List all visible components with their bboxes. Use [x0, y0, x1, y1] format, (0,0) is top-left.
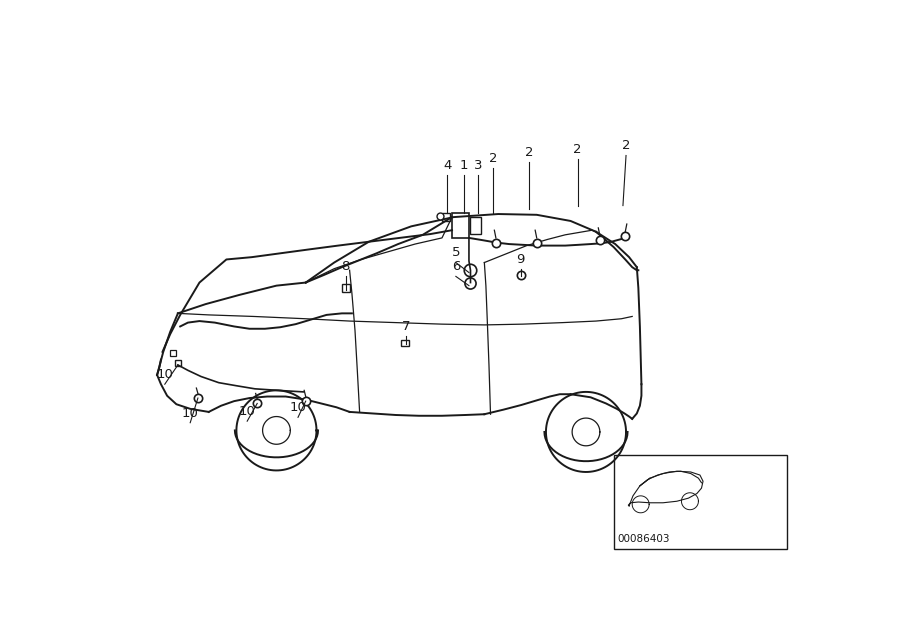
Text: 4: 4: [443, 159, 452, 171]
Text: 00086403: 00086403: [617, 535, 670, 544]
Bar: [614, 455, 787, 549]
Text: 2: 2: [573, 144, 581, 156]
Text: 1: 1: [459, 159, 468, 171]
Text: 2: 2: [622, 140, 630, 152]
Text: 6: 6: [452, 260, 460, 273]
Bar: [452, 213, 469, 238]
Text: 10: 10: [238, 405, 256, 418]
Text: 10: 10: [182, 406, 199, 420]
Bar: [342, 284, 349, 292]
Text: 8: 8: [342, 260, 350, 273]
Bar: [471, 217, 482, 234]
Text: 9: 9: [517, 253, 525, 265]
Text: 10: 10: [157, 368, 173, 381]
Bar: [170, 351, 176, 356]
Text: 10: 10: [290, 401, 306, 414]
Bar: [175, 359, 181, 366]
Text: 7: 7: [401, 321, 410, 333]
Bar: [442, 213, 450, 221]
Text: 2: 2: [489, 152, 497, 164]
Text: 2: 2: [525, 146, 534, 159]
Bar: [401, 340, 409, 347]
Text: 3: 3: [474, 159, 482, 171]
Text: 5: 5: [452, 246, 460, 260]
